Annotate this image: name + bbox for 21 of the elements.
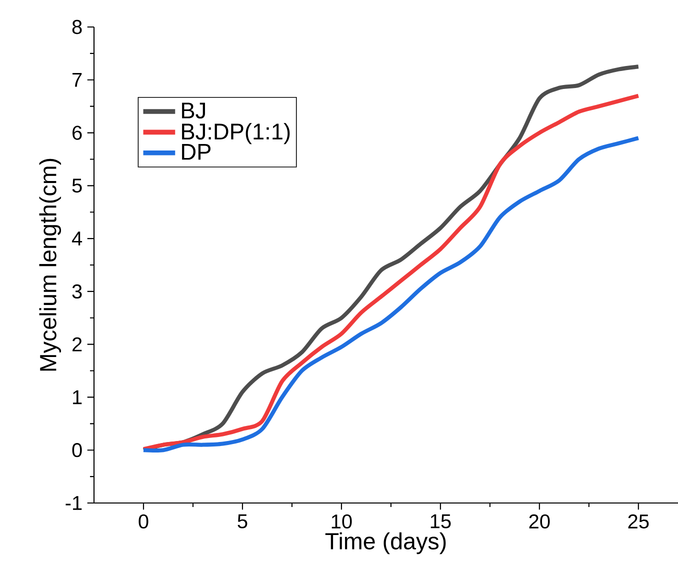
y-tick-label: 3: [72, 284, 82, 299]
x-tick-label: 25: [628, 514, 649, 529]
y-tick-label: 2: [72, 337, 82, 352]
y-axis-title: Mycelium length(cm): [39, 158, 62, 371]
y-tick-label: 8: [72, 20, 82, 34]
y-tick-label: 6: [72, 126, 82, 140]
y-tick-label: 0: [72, 443, 82, 458]
y-tick-label: 1: [73, 390, 82, 404]
x-tick-label: 20: [529, 514, 550, 529]
y-tick-label: 5: [72, 178, 82, 193]
legend-label: DP: [182, 144, 210, 160]
y-tick-label: 7: [72, 73, 82, 87]
y-tick-label: 4: [72, 232, 82, 246]
x-tick-label: 5: [238, 514, 248, 528]
x-tick-label: 10: [332, 514, 352, 529]
x-tick-label: 0: [138, 514, 148, 529]
y-tick-label: -1: [66, 496, 82, 510]
x-tick-label: 15: [430, 514, 451, 528]
legend-label: BJ:DP(1:1): [182, 122, 290, 144]
legend-label: BJ: [182, 102, 205, 119]
x-axis-title: Time (days): [325, 532, 446, 554]
